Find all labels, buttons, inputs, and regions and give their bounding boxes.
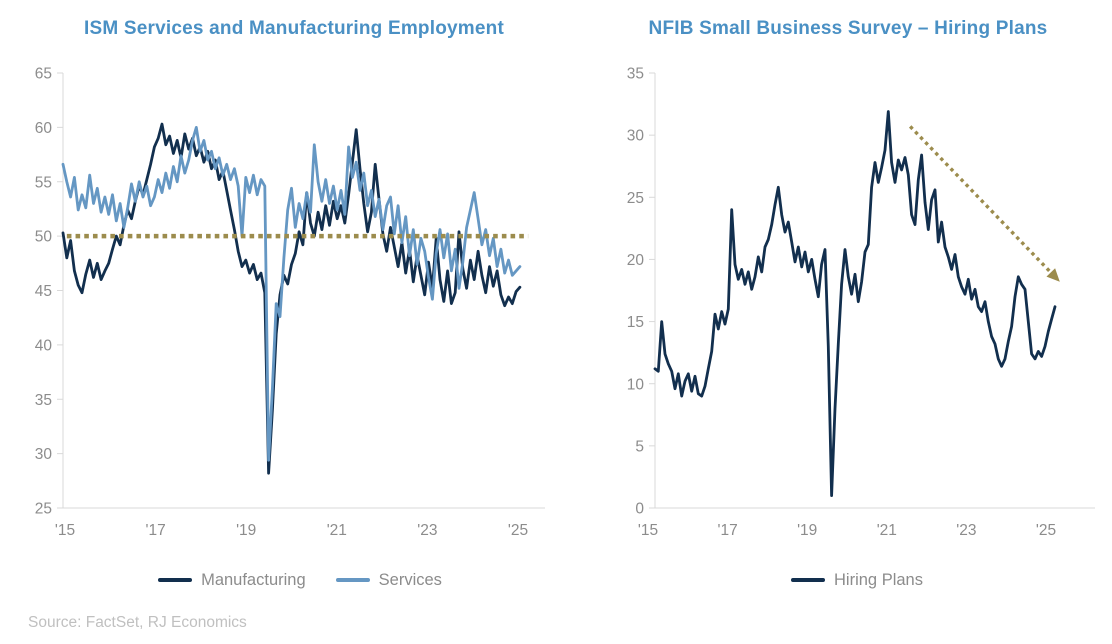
x-tick-label: '23 bbox=[956, 522, 976, 539]
y-tick-label: 0 bbox=[635, 501, 644, 518]
x-tick-label: '15 bbox=[55, 522, 75, 539]
legend-item-services: Services bbox=[335, 570, 442, 590]
y-tick-label: 45 bbox=[35, 283, 52, 300]
nfib-hiring-plans-chart-section: NFIB Small Business Survey – Hiring Plan… bbox=[560, 0, 1112, 644]
y-tick-label: 25 bbox=[627, 190, 644, 207]
right-chart-legend: Hiring Plans bbox=[560, 566, 1112, 594]
hiring-plans-legend-label: Hiring Plans bbox=[834, 570, 923, 589]
manufacturing-line-swatch bbox=[158, 578, 193, 582]
ism-employment-chart-section: ISM Services and Manufacturing Employmen… bbox=[0, 18, 560, 594]
source-note: Source: FactSet, RJ Economics bbox=[28, 614, 247, 631]
left-chart-title: ISM Services and Manufacturing Employmen… bbox=[84, 18, 504, 39]
y-tick-label: 65 bbox=[35, 66, 52, 83]
legend-item-manufacturing: Manufacturing bbox=[158, 571, 306, 590]
y-tick-label: 55 bbox=[35, 174, 52, 191]
x-tick-label: '23 bbox=[417, 522, 437, 539]
services-legend-label: Services bbox=[378, 570, 442, 589]
trend-arrow-shaft bbox=[908, 125, 1053, 274]
hiring-plans-line-swatch bbox=[791, 578, 826, 582]
series-line-hiring-plans bbox=[653, 110, 1057, 498]
y-tick-label: 20 bbox=[627, 252, 645, 269]
x-tick-label: '25 bbox=[508, 522, 528, 539]
y-tick-label: 30 bbox=[35, 446, 53, 463]
y-tick-label: 60 bbox=[35, 120, 53, 137]
left-chart-legend: Manufacturing Services bbox=[0, 566, 560, 594]
ism-employment-chart-canvas: 65 60 55 50 45 40 35 30 25'15 '17 '19 '21 '23 '25 bbox=[35, 66, 545, 539]
y-tick-label: 30 bbox=[627, 128, 645, 145]
x-tick-label: '21 bbox=[327, 522, 347, 539]
x-tick-label: '15 bbox=[638, 522, 658, 539]
x-tick-label: '21 bbox=[877, 522, 897, 539]
services-line-swatch bbox=[335, 578, 370, 582]
legend-item-hiring-plans: Hiring Plans bbox=[791, 571, 923, 590]
x-tick-label: '17 bbox=[145, 522, 165, 539]
y-tick-label: 10 bbox=[627, 376, 645, 393]
trend-arrow-head bbox=[1046, 268, 1060, 282]
y-tick-label: 5 bbox=[635, 438, 644, 455]
y-tick-label: 35 bbox=[627, 66, 644, 83]
y-tick-label: 35 bbox=[35, 392, 52, 409]
x-tick-label: '25 bbox=[1036, 522, 1056, 539]
nfib-hiring-plans-chart-canvas: 35 30 25 20 15 10 5 0 '15 '17 '19 '21 '23 '25 bbox=[627, 66, 1095, 539]
series-line-services bbox=[61, 126, 522, 462]
series-line-manufacturing bbox=[61, 122, 522, 475]
x-tick-label: '19 bbox=[797, 522, 817, 539]
y-tick-label: 50 bbox=[35, 229, 53, 246]
x-tick-label: '19 bbox=[236, 522, 256, 539]
y-tick-label: 25 bbox=[35, 501, 52, 518]
right-chart-title: NFIB Small Business Survey – Hiring Plan… bbox=[648, 18, 1048, 39]
x-tick-label: '17 bbox=[717, 522, 737, 539]
manufacturing-legend-label: Manufacturing bbox=[201, 570, 306, 589]
y-tick-label: 15 bbox=[627, 314, 644, 331]
y-tick-label: 40 bbox=[35, 337, 53, 354]
